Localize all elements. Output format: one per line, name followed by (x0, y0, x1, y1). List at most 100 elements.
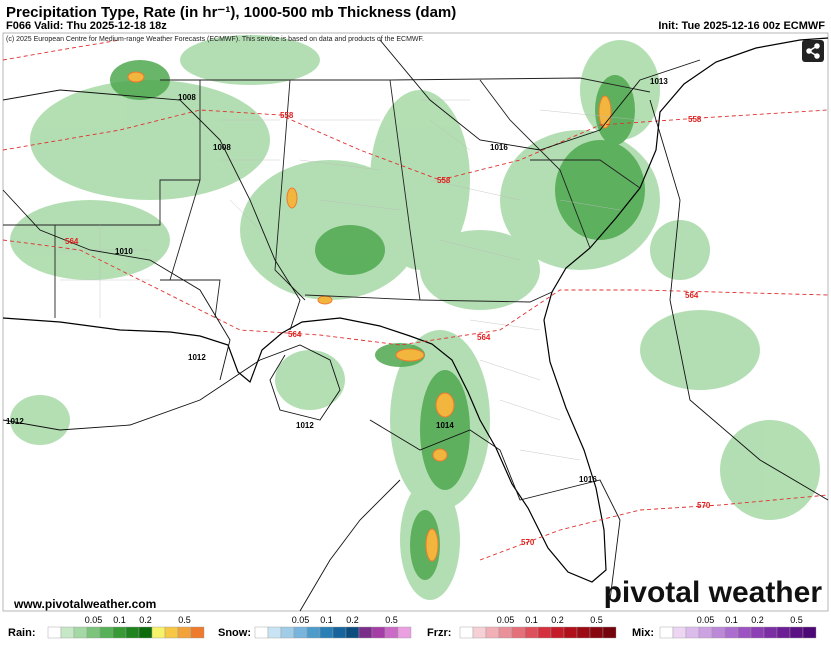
legend-swatch (789, 626, 804, 639)
legend-swatch (550, 626, 565, 639)
legend-swatch (293, 626, 308, 639)
legend-swatch (511, 626, 526, 639)
legend-swatch (345, 626, 360, 639)
legend-swatch (750, 626, 765, 639)
legend-swatch (138, 626, 153, 639)
isobar-label: 1016 (490, 143, 508, 152)
legend-swatch (602, 626, 617, 639)
legend-swatch (332, 626, 347, 639)
website: www.pivotalweather.com (13, 597, 156, 611)
legend-tick-label: 0.2 (139, 615, 152, 625)
isobar-label: 1012 (296, 421, 314, 430)
legend-swatch (177, 626, 192, 639)
thickness-label: 570 (521, 538, 535, 547)
init-time: Init: Tue 2025-12-16 00z ECMWF (658, 20, 825, 32)
thickness-contours (2, 39, 829, 561)
isobar-label: 1008 (178, 93, 196, 102)
legend-swatch (537, 626, 552, 639)
legend-label: Rain: (8, 627, 36, 639)
legend-swatch (563, 626, 578, 639)
share-button[interactable] (802, 40, 824, 62)
legend-swatch (397, 626, 412, 639)
legend-swatch (267, 626, 282, 639)
thickness-label: 558 (280, 111, 294, 120)
legend-swatch (151, 626, 166, 639)
legend-tick-label: 0.05 (497, 615, 515, 625)
legend-swatch (319, 626, 334, 639)
thickness-label: 564 (65, 237, 79, 246)
legend-swatch (711, 626, 726, 639)
legend-tick-label: 0.2 (346, 615, 359, 625)
legend-tick-label: 0.5 (178, 615, 191, 625)
title: Precipitation Type, Rate (in hr⁻¹), 1000… (6, 4, 456, 21)
legend-swatch (164, 626, 179, 639)
legend-swatch (306, 626, 321, 639)
legend-label: Snow: (218, 627, 251, 639)
legend-swatch (763, 626, 778, 639)
legend-tick-label: 0.1 (725, 615, 738, 625)
legend-swatch (99, 626, 114, 639)
legend-swatch (86, 626, 101, 639)
legend-swatch (698, 626, 713, 639)
legend-swatch (47, 626, 62, 639)
thickness-label: 564 (288, 330, 302, 339)
legend-swatch (73, 626, 88, 639)
copyright: (c) 2025 European Centre for Medium-rang… (6, 36, 424, 43)
thickness-label: 558 (688, 115, 702, 124)
isobar-label: 1008 (213, 143, 231, 152)
share-icon (806, 43, 820, 59)
legend-swatch (254, 626, 269, 639)
state-borders (3, 77, 651, 319)
legend-tick-label: 0.05 (697, 615, 715, 625)
legend-tick-label: 0.5 (385, 615, 398, 625)
valid-time: F066 Valid: Thu 2025-12-18 18z (6, 20, 167, 32)
legend-tick-label: 0.1 (525, 615, 538, 625)
legend-swatch (498, 626, 513, 639)
legend-swatch (60, 626, 75, 639)
isobar-label: 1014 (436, 421, 454, 430)
legend-label: Frzr: (427, 627, 451, 639)
thickness-label: 570 (697, 501, 711, 510)
isobar-label: 1012 (188, 353, 206, 362)
legend-tick-label: 0.1 (113, 615, 126, 625)
legend-swatch (358, 626, 373, 639)
legend-swatch (589, 626, 604, 639)
legend-swatch (280, 626, 295, 639)
isobar-label: 1010 (115, 247, 133, 256)
legend: Rain: 0.05 0.1 0.2 0.5 Snow: 0.05 0.1 0.2 0.5 Frzr… (8, 615, 817, 639)
legend-swatch (776, 626, 791, 639)
legend-tick-label: 0.1 (320, 615, 333, 625)
legend-tick-label: 0.05 (85, 615, 103, 625)
isobar-label: 1016 (579, 475, 597, 484)
legend-tick-label: 0.5 (790, 615, 803, 625)
legend-swatch (371, 626, 386, 639)
isobar-label: 1012 (6, 417, 24, 426)
legend-swatch (384, 626, 399, 639)
legend-swatch (802, 626, 817, 639)
legend-label: Mix: (632, 627, 654, 639)
precip-heavy (127, 71, 612, 562)
legend-tick-label: 0.2 (751, 615, 764, 625)
legend-tick-label: 0.2 (551, 615, 564, 625)
legend-swatch (724, 626, 739, 639)
legend-swatch (672, 626, 687, 639)
legend-swatch (125, 626, 140, 639)
legend-swatch (485, 626, 500, 639)
legend-tick-label: 0.05 (292, 615, 310, 625)
legend-swatch (576, 626, 591, 639)
legend-tick-label: 0.5 (590, 615, 603, 625)
legend-swatch (737, 626, 752, 639)
legend-swatch (685, 626, 700, 639)
legend-swatch (112, 626, 127, 639)
logo: pivotal weather (604, 576, 823, 609)
isobars (2, 39, 829, 612)
legend-swatch (190, 626, 205, 639)
isobar-label: 1013 (650, 77, 668, 86)
thickness-label: 564 (477, 333, 491, 342)
thickness-label: 564 (685, 291, 699, 300)
legend-swatch (659, 626, 674, 639)
legend-swatch (524, 626, 539, 639)
map: 1008 1008 1016 1013 1010 1012 1012 1012 … (2, 32, 829, 612)
thickness-label: 558 (437, 176, 451, 185)
